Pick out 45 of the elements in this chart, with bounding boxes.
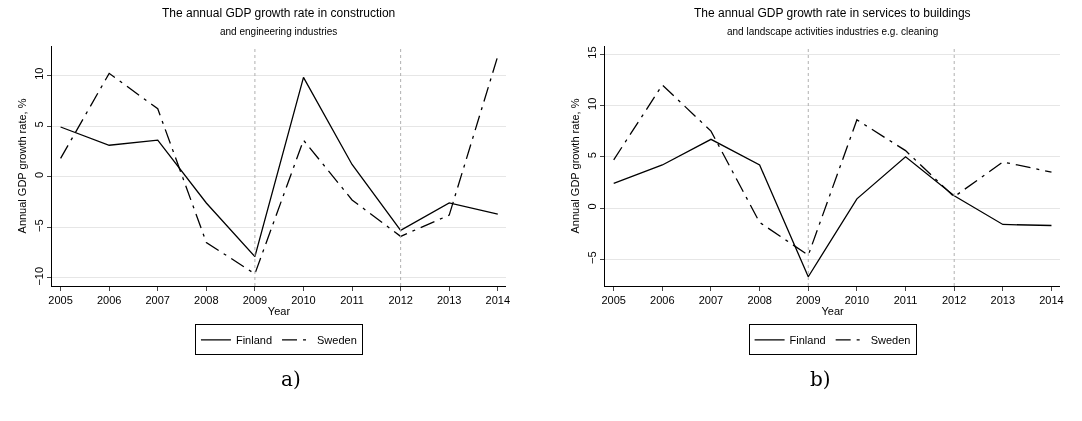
text: b) <box>810 367 831 391</box>
x-axis-title: Year <box>821 305 845 318</box>
x-tick-label: 2006 <box>96 294 122 307</box>
x-tick-label: 2006 <box>650 294 675 307</box>
legend-label: Sweden <box>317 334 357 347</box>
text: a) <box>281 367 301 391</box>
y-tick-label: −5 <box>586 251 599 264</box>
x-tick-label: 2005 <box>601 294 626 307</box>
x-tick-label: 2009 <box>242 294 268 307</box>
legend-label: Finland <box>789 334 826 347</box>
y-tick-label: 15 <box>586 46 599 59</box>
y-axis-title: Annual GDP growth rate, % <box>568 98 581 234</box>
legend-label: Sweden <box>870 334 911 347</box>
legend-label: Finland <box>235 334 273 347</box>
y-tick-label: 0 <box>586 203 599 210</box>
x-tick-label: 2005 <box>48 294 73 307</box>
x-tick-label: 2010 <box>291 294 316 307</box>
y-tick-label: 10 <box>586 97 599 110</box>
x-tick-label: 2014 <box>1039 294 1064 307</box>
x-tick-label: 2012 <box>941 294 967 307</box>
x-axis-title: Year <box>267 305 291 318</box>
x-tick-label: 2011 <box>340 294 364 307</box>
chart-title: The annual GDP growth rate in construction <box>162 6 396 20</box>
y-tick-label: 5 <box>32 121 45 128</box>
x-tick-label: 2013 <box>990 294 1016 307</box>
x-tick-label: 2012 <box>388 294 413 307</box>
x-tick-label: 2010 <box>844 294 870 307</box>
x-tick-label: 2007 <box>145 294 170 307</box>
y-axis-title: Annual GDP growth rate, % <box>15 98 28 234</box>
line-series <box>59 55 499 275</box>
x-tick-label: 2013 <box>436 294 462 307</box>
chart-subtitle: and landscape activities industries e.g. cleaning <box>727 26 939 37</box>
y-tick-label: 10 <box>32 67 45 80</box>
y-tick-label: −5 <box>32 219 45 232</box>
chart-subtitle: and engineering industries <box>220 26 338 37</box>
y-tick-label: −10 <box>32 266 45 286</box>
x-tick-label: 2008 <box>194 294 219 307</box>
x-tick-label: 2007 <box>698 294 724 307</box>
x-tick-label: 2009 <box>796 294 821 307</box>
chart-title: The annual GDP growth rate in services to buildings <box>694 6 971 20</box>
x-tick-label: 2014 <box>485 294 511 307</box>
x-tick-label: 2008 <box>747 294 772 307</box>
x-tick-label: 2011 <box>893 294 918 307</box>
y-tick-label: 5 <box>586 152 599 159</box>
y-tick-label: 0 <box>32 171 45 179</box>
